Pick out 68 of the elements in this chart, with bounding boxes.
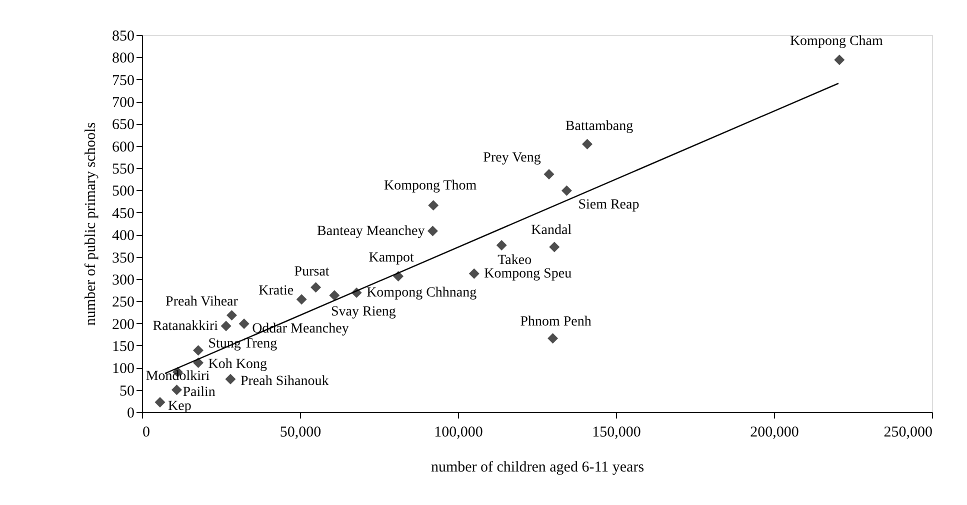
annotation: Phnom Penh (520, 314, 592, 330)
y-tick-label: 450 (112, 206, 134, 222)
x-tick-label: 250,000 (884, 424, 932, 440)
annotation: Kompong Chhnang (366, 286, 477, 301)
annotation: Kratie (258, 283, 294, 298)
point (154, 397, 166, 408)
point (238, 318, 250, 329)
point (329, 290, 340, 301)
y-tick-label: 400 (112, 228, 134, 244)
annotation: Mondolkiri (146, 369, 210, 384)
point (172, 384, 182, 396)
x-tick-label: 200,000 (750, 424, 799, 440)
annotation: Kep (168, 399, 192, 414)
point (296, 294, 307, 305)
annotation: Banteay Meanchey (317, 224, 425, 240)
y-tick-label: 850 (112, 28, 134, 44)
annotation: Kompong Thom (384, 178, 477, 194)
point (549, 242, 560, 252)
annotation: Kompong Speu (484, 266, 572, 282)
y-tick-label: 100 (112, 361, 134, 378)
y-tick-label: 250 (112, 294, 134, 311)
point (544, 169, 554, 180)
annotation: Kampot (368, 250, 414, 266)
annotation: Battambang (565, 119, 634, 134)
point (582, 138, 592, 150)
point (226, 310, 237, 321)
y-tick-label: 150 (112, 338, 134, 355)
y-tick-label: 700 (112, 95, 134, 112)
annotation: Preah Vihear (166, 294, 238, 310)
annotation: Ratanakkiri (152, 318, 218, 334)
y-tick-label: 300 (112, 272, 134, 288)
annotation: Pursat (294, 264, 330, 280)
annotation: Kandal (531, 223, 572, 238)
point (496, 240, 507, 250)
point (193, 345, 204, 356)
point (834, 54, 845, 66)
y-tick-label: 550 (112, 162, 134, 178)
y-tick-label: 200 (112, 316, 134, 333)
y-tick-label: 500 (112, 184, 134, 200)
annotation: Takeo (498, 253, 532, 268)
point (427, 226, 438, 236)
y-tick-label: 50 (120, 383, 134, 400)
point (220, 320, 232, 332)
annotation: Preah Sihanouk (240, 374, 329, 390)
point (310, 282, 322, 293)
y-tick-label: 600 (112, 139, 134, 156)
y-tick-label: 350 (112, 250, 134, 266)
point (428, 200, 439, 211)
point (225, 374, 236, 384)
x-tick-label: 0 (142, 424, 150, 440)
x-axis-title: number of children aged 6-11 years (430, 460, 644, 476)
point (468, 268, 480, 279)
point (561, 185, 572, 196)
annotation: Koh Kong (208, 356, 267, 372)
y-axis-title: number of public primary schools (83, 122, 99, 326)
point (548, 333, 558, 344)
y-tick-label: 0 (127, 406, 134, 422)
annotation: Prey Veng (483, 150, 541, 166)
y-tick-label: 800 (112, 50, 134, 67)
y-tick-label: 650 (112, 117, 134, 134)
annotation: Svay Rieng (330, 304, 396, 320)
annotation: Siem Reap (578, 198, 640, 213)
annotation: Kompong Cham (790, 34, 883, 49)
y-tick-label: 750 (112, 72, 134, 89)
x-tick-label: 50,000 (280, 424, 322, 440)
x-tick-label: 150,000 (592, 424, 641, 440)
annotation: Pailin (182, 384, 216, 400)
x-tick-label: 100,000 (434, 424, 483, 440)
